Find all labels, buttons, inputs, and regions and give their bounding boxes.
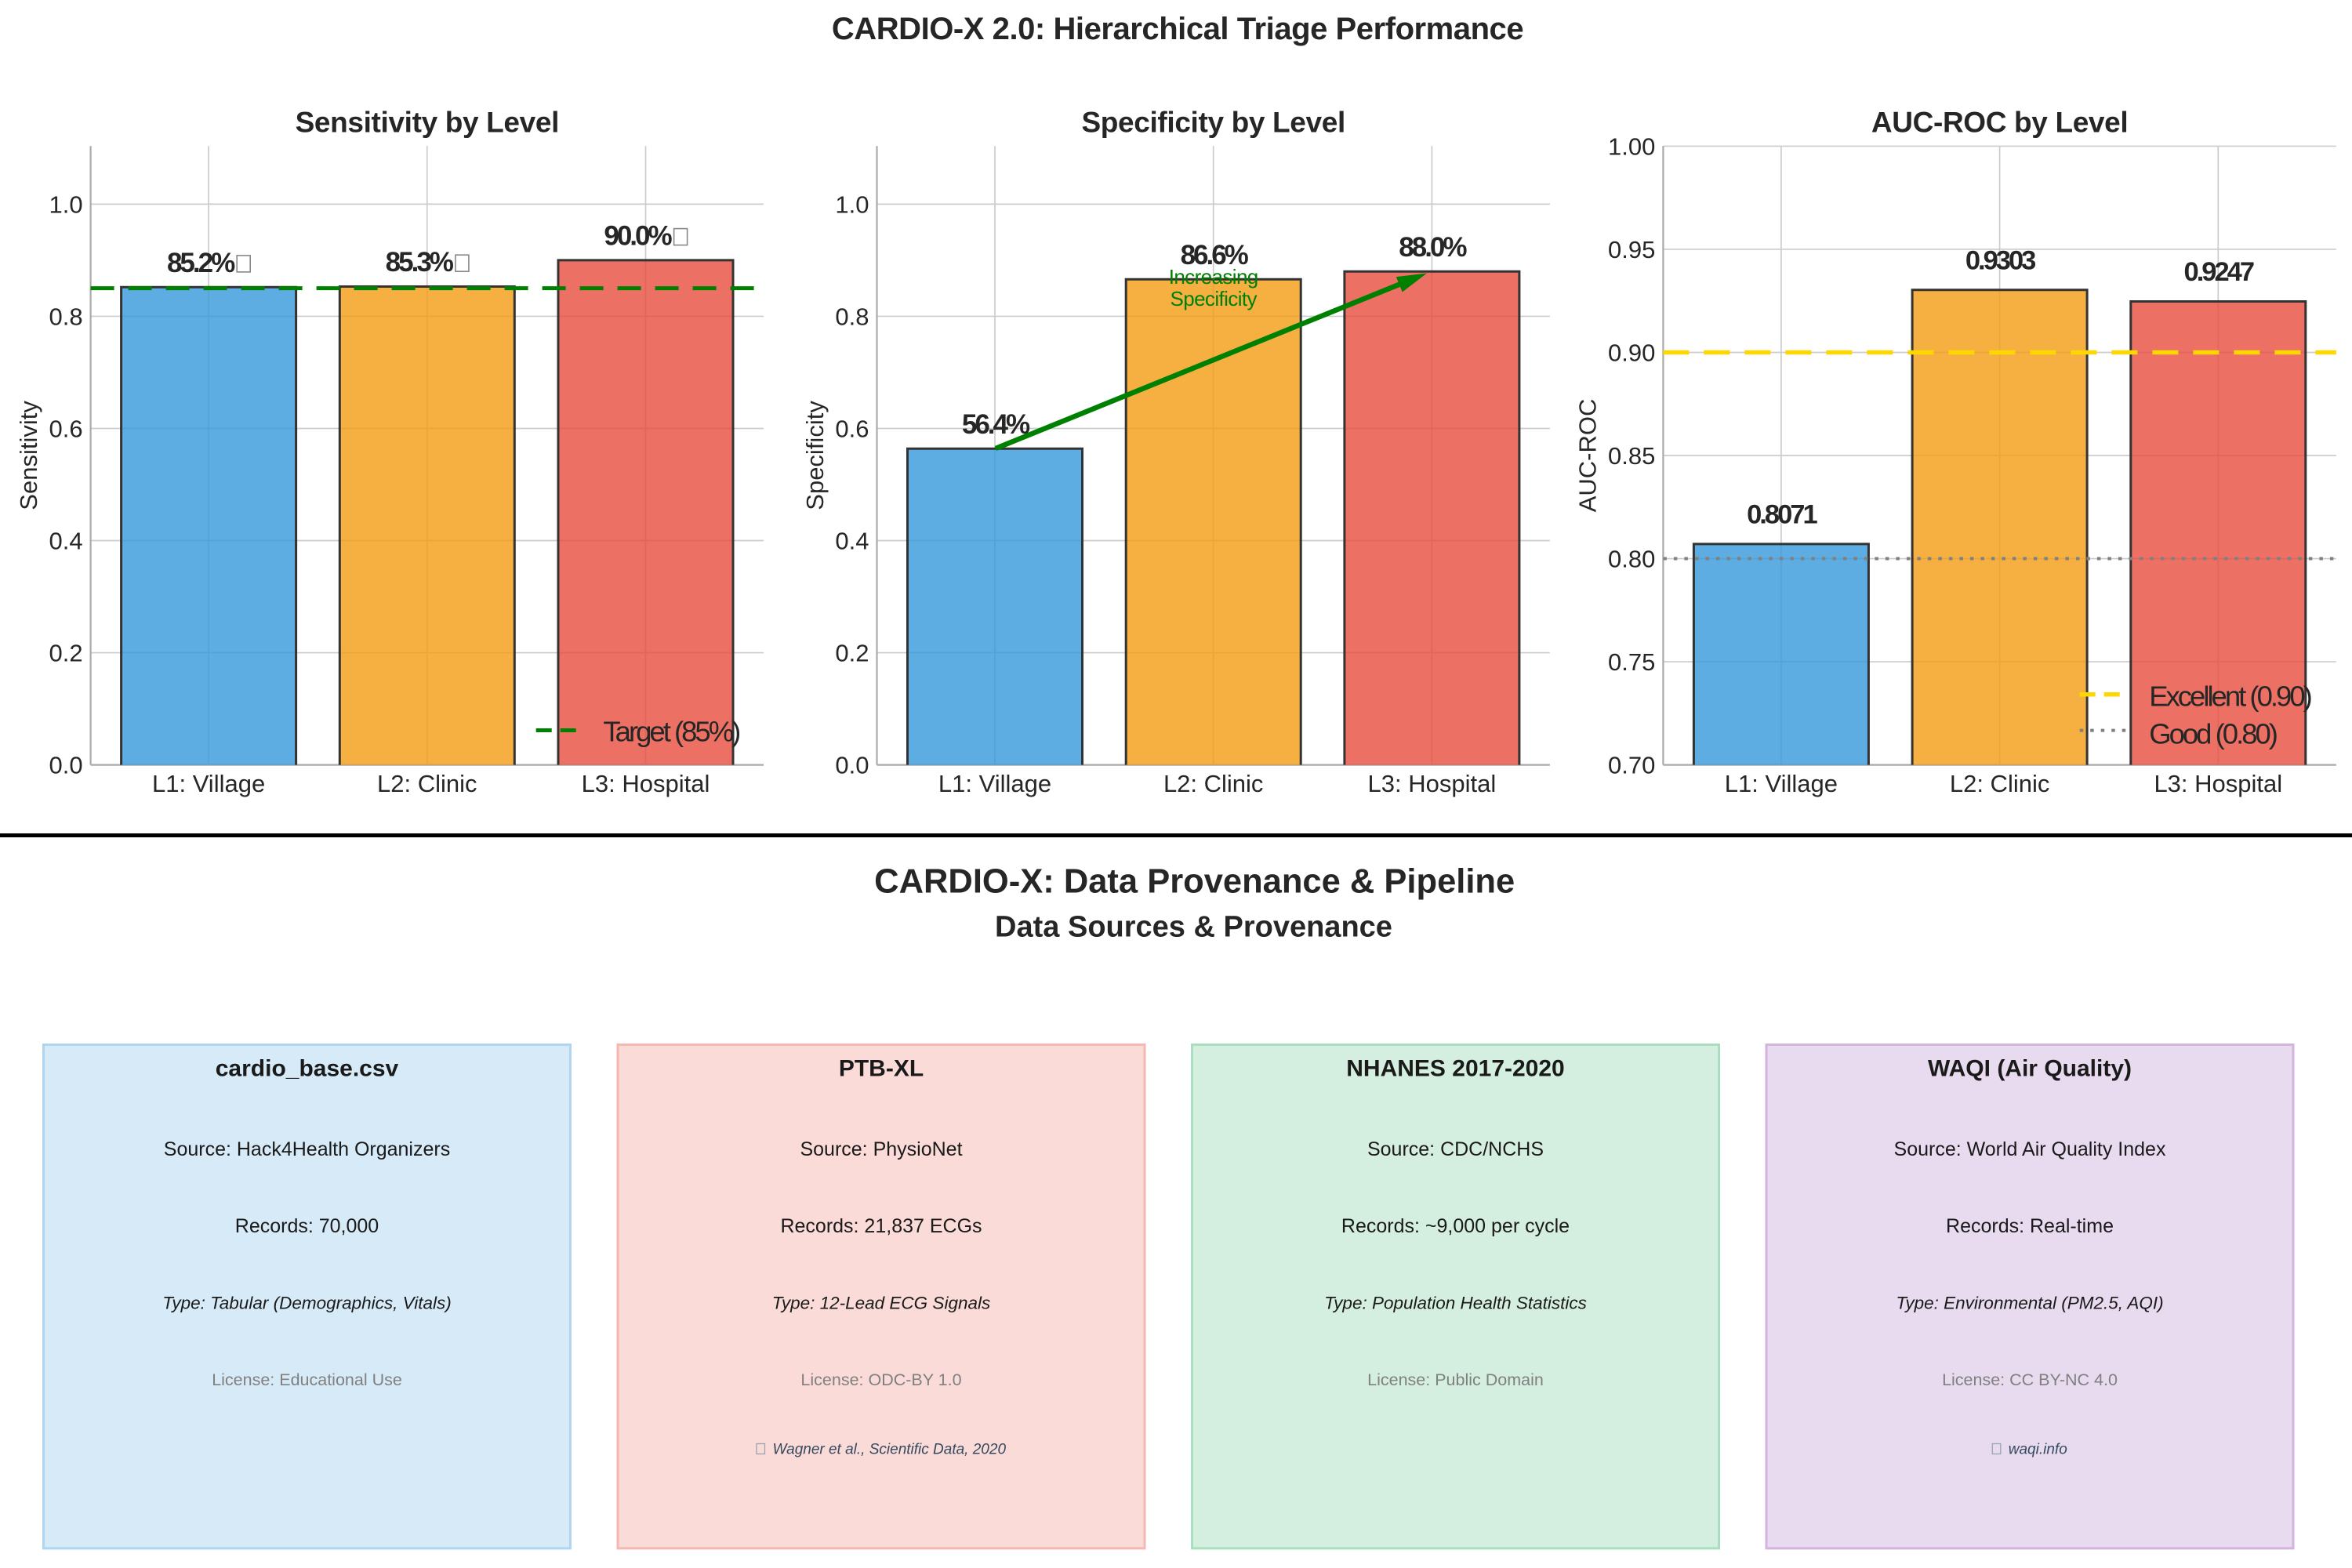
svg-text:0.95: 0.95	[1608, 236, 1655, 263]
svg-text:0.75: 0.75	[1608, 648, 1655, 676]
svg-text:Source: PhysioNet: Source: PhysioNet	[800, 1138, 962, 1160]
svg-text:Records: Real-time: Records: Real-time	[1946, 1215, 2114, 1237]
svg-text:0.8071: 0.8071	[1747, 500, 1817, 530]
svg-text:0.2: 0.2	[49, 640, 82, 667]
svg-text:Source: Hack4Health Organizers: Source: Hack4Health Organizers	[164, 1138, 450, 1160]
svg-text:0.4: 0.4	[835, 528, 869, 555]
svg-text:88.0%: 88.0%	[1399, 232, 1467, 263]
svg-text:0.70: 0.70	[1608, 752, 1655, 779]
svg-text:Type: Population Health Statis: Type: Population Health Statistics	[1324, 1294, 1587, 1313]
svg-text:License: ODC-BY 1.0: License: ODC-BY 1.0	[800, 1370, 961, 1389]
svg-text:Sensitivity: Sensitivity	[15, 401, 42, 510]
svg-text:0.8: 0.8	[49, 303, 82, 330]
svg-text:85.2%: 85.2%	[167, 248, 235, 278]
svg-text:Wagner et al., Scientific Data: Wagner et al., Scientific Data, 2020	[773, 1442, 1007, 1458]
svg-text:1.0: 1.0	[835, 191, 869, 218]
svg-text:CARDIO-X: Data Provenance & Pi: CARDIO-X: Data Provenance & Pipeline	[874, 863, 1515, 901]
svg-text:L3: Hospital: L3: Hospital	[2154, 770, 2282, 797]
svg-text:Specificity: Specificity	[1170, 287, 1257, 310]
svg-text:L2: Clinic: L2: Clinic	[377, 770, 477, 797]
svg-text:Source: CDC/NCHS: Source: CDC/NCHS	[1367, 1138, 1544, 1160]
svg-text:L1: Village: L1: Village	[1725, 770, 1838, 797]
svg-text:Excellent (0.90): Excellent (0.90)	[2149, 681, 2310, 713]
svg-text:WAQI (Air Quality): WAQI (Air Quality)	[1928, 1056, 2132, 1082]
svg-text:Good (0.80): Good (0.80)	[2149, 717, 2277, 750]
svg-text:Type: Environmental (PM2.5, AQ: Type: Environmental (PM2.5, AQI)	[1896, 1294, 2163, 1313]
svg-text:Data Sources & Provenance: Data Sources & Provenance	[995, 911, 1392, 944]
svg-text:0.85: 0.85	[1608, 442, 1655, 470]
svg-text:cardio_base.csv: cardio_base.csv	[216, 1056, 399, 1082]
svg-text:0.8: 0.8	[835, 303, 869, 330]
svg-text:L3: Hospital: L3: Hospital	[1368, 770, 1497, 797]
svg-text:License: CC BY-NC 4.0: License: CC BY-NC 4.0	[1942, 1370, 2118, 1389]
svg-text:0.90: 0.90	[1608, 339, 1655, 366]
svg-text:AUC-ROC by Level: AUC-ROC by Level	[1871, 107, 2128, 139]
svg-text:Specificity: Specificity	[801, 401, 829, 510]
svg-text:Records: 21,837 ECGs: Records: 21,837 ECGs	[780, 1215, 982, 1237]
svg-text:85.3%: 85.3%	[386, 247, 454, 278]
svg-text:0.0: 0.0	[835, 752, 869, 779]
svg-text:0.6: 0.6	[49, 415, 82, 442]
svg-text:Records: 70,000: Records: 70,000	[235, 1215, 379, 1237]
svg-text:AUC-ROC: AUC-ROC	[1574, 399, 1602, 513]
svg-text:Sensitivity by Level: Sensitivity by Level	[296, 107, 559, 139]
svg-text:86.6%: 86.6%	[1181, 240, 1249, 270]
svg-text:0.0: 0.0	[49, 752, 82, 779]
svg-text:License: Educational Use: License: Educational Use	[212, 1370, 402, 1389]
svg-text:0.80: 0.80	[1608, 546, 1655, 573]
svg-text:Target (85%): Target (85%)	[603, 716, 739, 748]
svg-text:L1: Village: L1: Village	[152, 770, 265, 797]
svg-text:Type: Tabular (Demographics, V: Type: Tabular (Demographics, Vitals)	[162, 1294, 452, 1313]
svg-text:1.0: 1.0	[49, 191, 82, 218]
svg-text:L2: Clinic: L2: Clinic	[1950, 770, 2050, 797]
svg-text:CARDIO-X 2.0: Hierarchical Tri: CARDIO-X 2.0: Hierarchical Triage Perfor…	[832, 12, 1523, 46]
svg-text:Source: World Air Quality Inde: Source: World Air Quality Index	[1894, 1138, 2166, 1160]
svg-text:PTB-XL: PTB-XL	[839, 1056, 924, 1082]
svg-text:L2: Clinic: L2: Clinic	[1163, 770, 1264, 797]
svg-text:1.00: 1.00	[1608, 132, 1655, 160]
svg-text:L3: Hospital: L3: Hospital	[582, 770, 710, 797]
svg-text:Specificity by Level: Specificity by Level	[1081, 107, 1345, 139]
svg-text:90.0%: 90.0%	[604, 221, 672, 252]
svg-text:L1: Village: L1: Village	[938, 770, 1051, 797]
svg-text:waqi.info: waqi.info	[2009, 1442, 2067, 1458]
svg-text:Records: ~9,000 per cycle: Records: ~9,000 per cycle	[1341, 1215, 1570, 1237]
svg-text:0.4: 0.4	[49, 528, 82, 555]
svg-text:Increasing: Increasing	[1169, 265, 1258, 289]
svg-text:0.9303: 0.9303	[1965, 245, 2035, 275]
svg-text:0.2: 0.2	[835, 640, 869, 667]
svg-text:0.6: 0.6	[835, 415, 869, 442]
svg-text:Type: 12-Lead ECG Signals: Type: 12-Lead ECG Signals	[772, 1294, 990, 1313]
svg-text:License: Public Domain: License: Public Domain	[1367, 1370, 1544, 1389]
svg-text:NHANES 2017-2020: NHANES 2017-2020	[1346, 1056, 1564, 1082]
svg-text:0.9247: 0.9247	[2184, 257, 2254, 287]
svg-text:56.4%: 56.4%	[962, 409, 1030, 440]
